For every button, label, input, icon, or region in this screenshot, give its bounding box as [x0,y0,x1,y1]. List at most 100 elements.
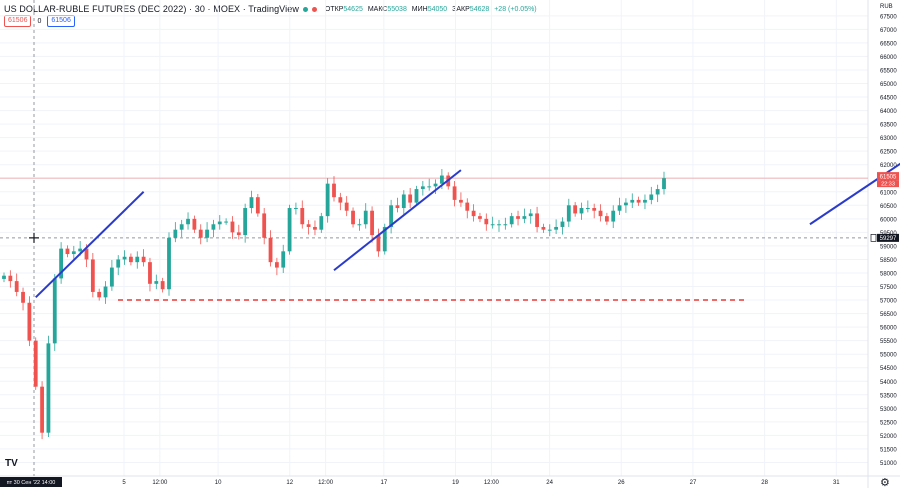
time-tick-label: 28 [761,480,768,486]
candle-body [179,224,184,230]
candle-body [84,248,89,260]
candle-body [573,205,578,214]
candle-body [344,202,349,211]
candle-body [357,224,362,226]
candle-body [535,213,539,227]
candle-body [598,210,603,217]
symbol-title[interactable]: US DOLLAR-RUBLE FUTURES (DEC 2022) · 30 … [4,4,299,14]
time-tick-label: 12:00 [318,480,334,486]
candle-body [274,262,279,268]
price-tick-label: 56000 [880,326,897,332]
candle-body [198,229,203,238]
candle-body [8,275,13,282]
candle-body [40,386,44,433]
candle-body [649,194,654,200]
candle-body [351,210,355,225]
candle-body [319,216,324,230]
candle-body [287,208,292,252]
plus-icon [870,234,877,242]
candle-body [465,202,470,211]
countdown-tag: 22:33 [881,182,895,188]
crosshair-time-tag-bg [0,477,62,487]
candle-body [439,175,444,184]
candle-body [294,208,298,210]
candle-body [27,302,32,341]
candle-body [370,210,374,236]
time-tick-label: 27 [690,480,697,486]
candle-body [566,205,571,222]
candle-body [617,205,622,211]
open-value: 54625 [343,5,363,13]
candle-body [528,213,533,217]
candle-body [52,278,57,344]
candle-body [243,208,248,236]
candle-body [116,259,121,268]
candle-body [325,183,330,217]
candle-body [71,251,76,255]
candle-body [624,202,628,206]
candle-body [484,218,489,225]
candle-body [313,226,317,230]
candle-body [420,186,425,190]
price-tick-label: 55000 [880,353,897,359]
price-tick-label: 52000 [880,434,897,440]
candle-body [224,221,229,223]
candle-body [90,259,95,292]
trend-line [333,169,462,272]
crosshair-time-tag: пт 30 Сен '22 14:00 [7,480,56,486]
candle-body [338,197,343,203]
high-label: МАКС [367,5,388,13]
candle-body [522,216,527,219]
candle-body [427,186,432,188]
candle-body [509,216,514,225]
price-tick-label: 67000 [880,28,897,34]
price-tick-label: 65500 [880,68,897,74]
candle-body [389,205,394,227]
candle-body [249,197,254,209]
candle-body [478,216,482,219]
price-tick-label: 62000 [880,163,897,169]
candle-body [408,194,413,203]
price-tick-label: 58500 [880,258,897,264]
spread-value: 0 [37,17,42,25]
close-label: ЗАКР [452,5,470,13]
candle-body [585,208,590,210]
candle-body [103,286,108,298]
time-tick-label: 31 [833,480,840,486]
candle-body [471,210,476,217]
candle-body [148,262,152,284]
trend-line [35,191,145,299]
time-tick-label: 5 [122,480,126,486]
trend-line [809,162,900,226]
price-tick-label: 65000 [880,82,897,88]
candle-body [395,205,400,209]
high-value: 55038 [387,5,407,13]
candle-body [630,199,635,203]
candle-body [135,256,140,263]
candle-body [401,194,406,209]
open-label: ОТКР [324,5,344,13]
candle-body [490,224,495,226]
candle-body [433,183,438,187]
candle-body [186,218,190,225]
candle-body [230,221,235,233]
candle-body [611,210,616,222]
data-status-icon [311,6,317,12]
candle-body [516,216,520,219]
candle-body [211,224,216,230]
candle-body [579,208,584,214]
time-tick-label: 24 [546,480,553,486]
price-tick-label: 59000 [880,244,897,250]
time-tick-label: 12 [286,480,293,486]
market-status-icon [302,6,308,12]
candle-body [59,248,64,279]
candle-body [604,216,609,222]
tradingview-logo[interactable]: TV [5,458,18,469]
price-tick-label: 57000 [880,299,897,305]
candle-body [452,186,457,200]
gear-icon[interactable]: ⚙ [880,477,890,489]
time-tick-label: 17 [380,480,387,486]
price-tick-label: 64500 [880,96,897,102]
candle-body [14,281,19,292]
